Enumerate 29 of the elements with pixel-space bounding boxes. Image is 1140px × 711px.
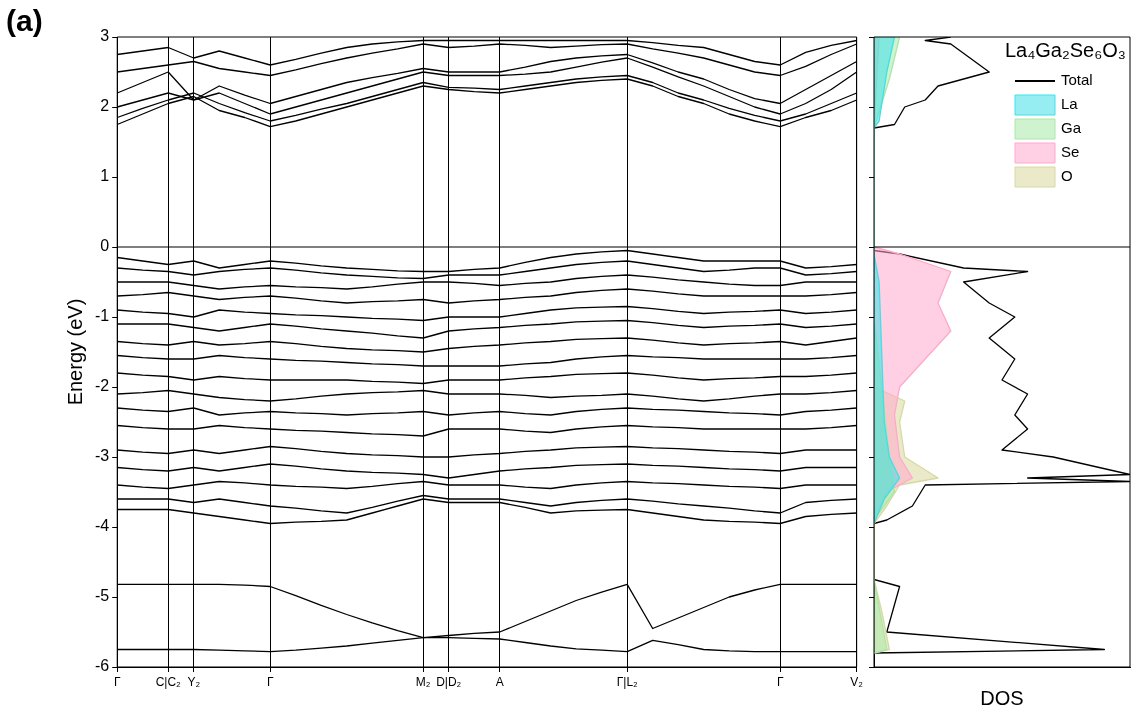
legend-title: La₄Ga₂Se₆O₃ [1004,38,1126,61]
legend-label: La [1061,95,1079,113]
legend-label: Total [1061,71,1093,89]
x-tick-label: Γ|L₂ [616,674,639,689]
x-tick-label: Γ [113,674,121,689]
y-tick-label: -2 [94,377,110,395]
x-tick-label: A [495,674,504,689]
x-axis-title: DOS [980,686,1024,709]
x-tick-label: C|C₂ [155,674,182,689]
legend-label: O [1061,167,1073,185]
y-tick-label: -1 [94,307,110,325]
x-tick-label: Γ [776,674,784,689]
x-tick-label: M₂ [415,674,431,689]
y-tick-label: -5 [94,587,110,605]
x-tick-label: D|D₂ [436,674,462,689]
y-axis-title: Energy (eV) [63,298,86,406]
x-tick-label: Γ [266,674,274,689]
x-tick-label: Y₂ [187,674,201,689]
y-tick-label: -4 [94,517,110,535]
y-tick-label: 1 [100,167,110,185]
y-tick-label: -6 [94,657,110,675]
y-tick-label: 0 [100,237,110,255]
legend-label: Ga [1061,119,1082,137]
y-tick-label: 3 [100,27,110,45]
legend-label: Se [1061,143,1080,161]
y-tick-label: -3 [94,447,110,465]
text: (a) [6,4,43,38]
y-tick-label: 2 [100,97,110,115]
x-tick-label: V₂ [850,674,864,689]
